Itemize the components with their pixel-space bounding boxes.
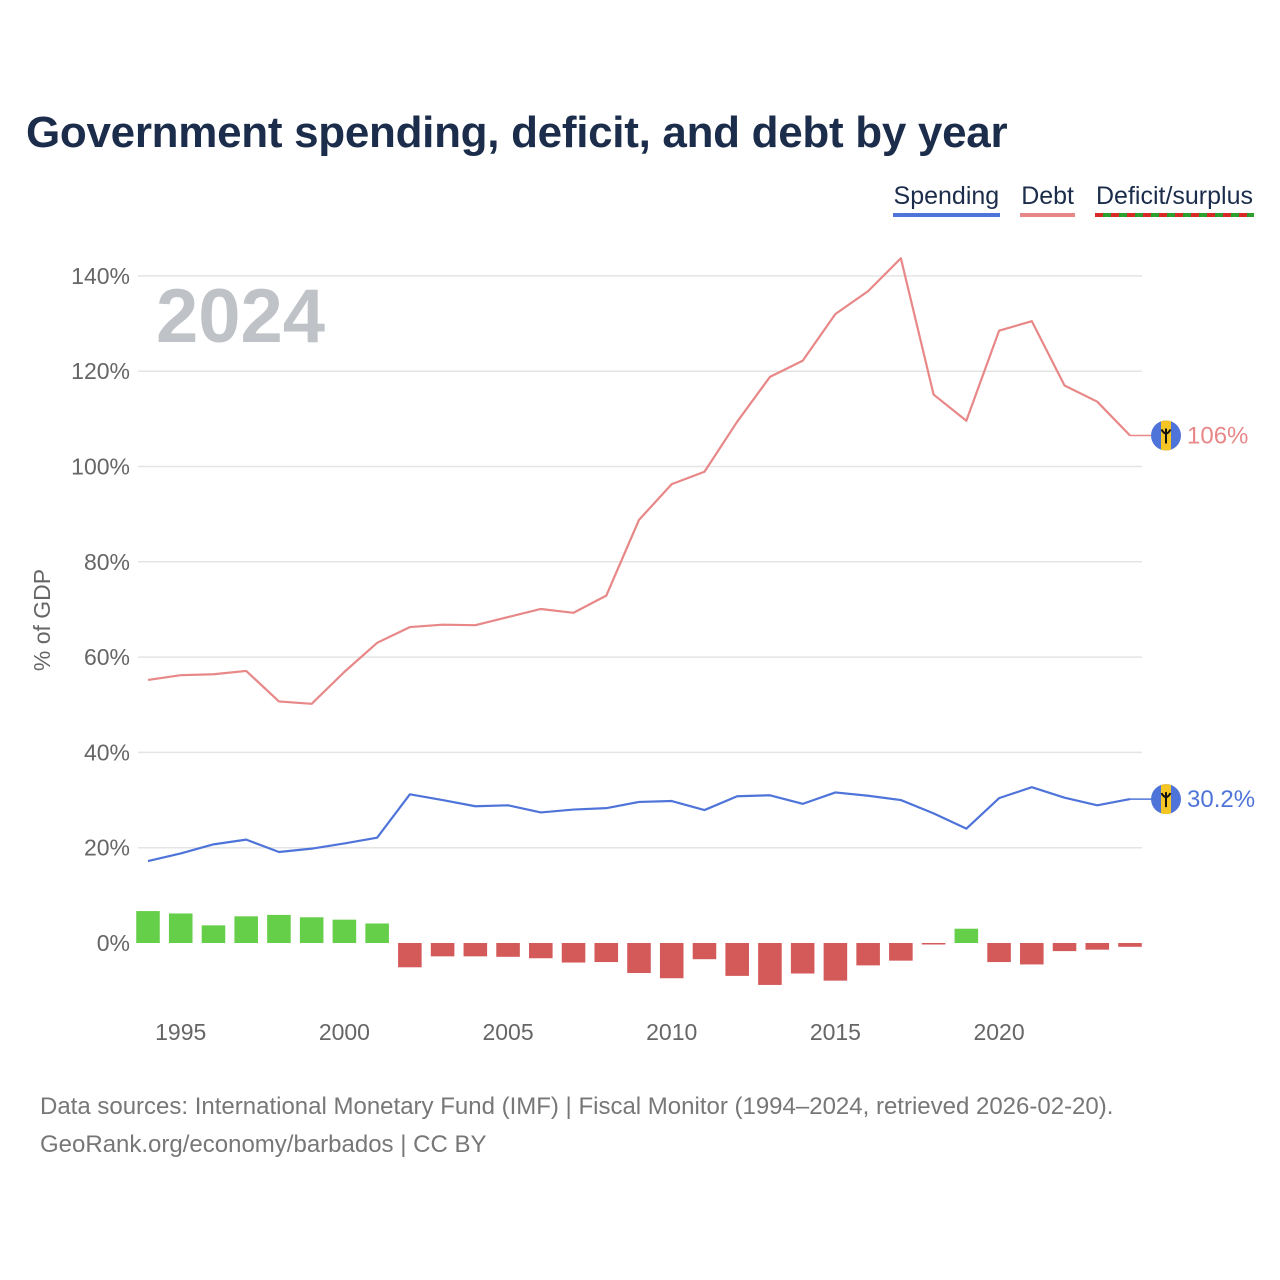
deficit-bar-2015[interactable] [823, 943, 848, 981]
y-axis-ticks: 0% 20% 40% 60% 80% 100% 120% 140% [71, 263, 130, 956]
deficit-bar-1999[interactable] [299, 917, 324, 943]
deficit-bar-2008[interactable] [594, 943, 619, 963]
barbados-flag-icon [1151, 420, 1181, 451]
deficit-bar-1994[interactable] [136, 911, 160, 943]
deficit-bar-2018[interactable] [921, 943, 946, 945]
deficit-bar-2014[interactable] [790, 943, 815, 974]
deficit-bar-2016[interactable] [856, 943, 880, 966]
y-tick-label: 100% [71, 454, 130, 480]
x-axis-ticks: 1995 2000 2005 2010 2015 2020 [155, 1019, 1025, 1045]
y-tick-label: 20% [84, 835, 130, 861]
y-tick-label: 140% [71, 263, 130, 289]
deficit-bar-2020[interactable] [987, 943, 1011, 963]
chart-title: Government spending, deficit, and debt b… [26, 108, 1008, 157]
gridlines [138, 275, 1142, 849]
legend-swatch-spending [892, 213, 1001, 217]
chart-plot-area: 0% 20% 40% 60% 80% 100% 120% 140% 1995 2000 2005 2… [29, 257, 1255, 1045]
y-tick-label: 40% [84, 739, 130, 765]
deficit-bar-2002[interactable] [398, 943, 422, 968]
deficit-bar-2023[interactable] [1085, 943, 1110, 950]
x-tick-label: 1995 [155, 1019, 206, 1045]
legend-label-deficit-surplus: Deficit/surplus [1096, 182, 1253, 210]
deficit-bar-2010[interactable] [659, 943, 684, 979]
deficit-bar-1997[interactable] [234, 916, 258, 943]
legend-label-debt: Debt [1021, 182, 1074, 210]
legend-label-spending: Spending [893, 182, 1000, 210]
legend-swatch-debt [1020, 213, 1075, 217]
x-tick-label: 2015 [810, 1019, 861, 1045]
deficit-bar-2019[interactable] [954, 928, 979, 943]
deficit-bar-2001[interactable] [365, 923, 389, 943]
deficit-bar-1995[interactable] [168, 913, 193, 943]
footer-source: Data sources: International Monetary Fun… [40, 1093, 1114, 1120]
deficit-bar-2009[interactable] [627, 943, 651, 974]
deficit-bar-2004[interactable] [463, 943, 488, 957]
deficit-bar-2007[interactable] [561, 943, 586, 963]
deficit-bar-2011[interactable] [692, 943, 717, 960]
deficit-bar-2013[interactable] [758, 943, 782, 985]
deficit-bar-2017[interactable] [889, 943, 913, 961]
deficit-bar-2005[interactable] [496, 943, 520, 957]
series-end-labels: 30.2% 106% [1130, 420, 1255, 815]
x-tick-label: 2000 [319, 1019, 370, 1045]
legend-item-deficit-surplus[interactable]: Deficit/surplus [1095, 182, 1254, 217]
x-tick-label: 2020 [973, 1019, 1024, 1045]
debt-line[interactable] [147, 257, 1131, 705]
chart-footer: Data sources: International Monetary Fun… [40, 1088, 1113, 1164]
legend-item-spending[interactable]: Spending [892, 182, 1001, 217]
deficit-bar-2024[interactable] [1118, 943, 1142, 947]
chart-legend: Spending Debt Deficit/surplus [892, 182, 1254, 217]
x-tick-label: 2005 [482, 1019, 533, 1045]
legend-swatch-deficit-surplus [1095, 213, 1254, 217]
deficit-bar-2003[interactable] [430, 943, 455, 957]
deficit-bar-2006[interactable] [529, 943, 553, 959]
spending-end-label: 30.2% [1187, 786, 1255, 813]
y-tick-label: 120% [71, 358, 130, 384]
deficit-surplus-bars [136, 911, 1142, 985]
deficit-bar-2022[interactable] [1052, 943, 1077, 952]
barbados-flag-icon [1151, 784, 1181, 815]
series-lines [147, 257, 1131, 863]
deficit-bar-2012[interactable] [725, 943, 749, 976]
spending-line[interactable] [147, 786, 1131, 863]
y-tick-label: 60% [84, 644, 130, 670]
y-tick-label: 0% [97, 930, 130, 956]
legend-item-debt[interactable]: Debt [1020, 182, 1075, 217]
deficit-bar-1996[interactable] [201, 925, 226, 943]
deficit-bar-2021[interactable] [1020, 943, 1044, 965]
deficit-bar-1998[interactable] [267, 914, 291, 943]
y-tick-label: 80% [84, 549, 130, 575]
x-tick-label: 2010 [646, 1019, 697, 1045]
year-label: 2024 [156, 274, 325, 359]
debt-end-label: 106% [1187, 423, 1248, 450]
footer-credit[interactable]: GeoRank.org/economy/barbados | CC BY [40, 1131, 487, 1158]
y-axis-label: % of GDP [29, 569, 55, 671]
deficit-bar-2000[interactable] [332, 919, 357, 943]
